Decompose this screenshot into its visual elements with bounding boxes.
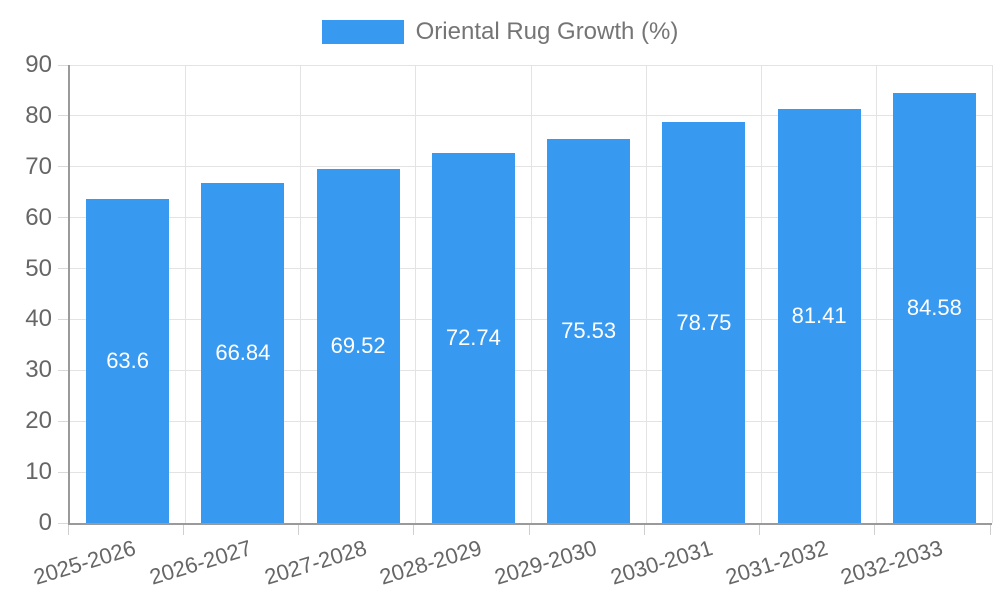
legend-item[interactable]: Oriental Rug Growth (%) [321,18,679,46]
bar-value-label: 69.52 [330,333,386,359]
x-tick-label: 2032-2033 [837,535,946,590]
bar-value-label: 72.74 [445,324,501,350]
x-grid-line [184,65,186,523]
y-tick-mark [58,522,68,524]
bar[interactable]: 84.58 [892,92,976,523]
x-tick-label: 2027-2028 [261,535,370,590]
y-tick-label: 80 [25,101,52,129]
x-tick-mark [528,525,530,535]
x-grid-line [876,65,878,523]
x-grid-line [761,65,762,523]
chart-legend: Oriental Rug Growth (%) [0,18,1000,46]
x-tick-mark [989,525,991,535]
legend-swatch-icon [321,20,404,44]
legend-label: Oriental Rug Growth (%) [415,18,679,45]
x-tick-mark [643,525,645,535]
x-tick-label: 2028-2029 [376,535,485,590]
x-tick-mark [67,525,69,535]
bar-value-label: 84.58 [906,294,962,320]
x-grid-line [991,65,993,523]
x-tick-label: 2031-2032 [722,535,831,590]
y-tick-label: 30 [25,356,52,384]
y-tick-mark [58,166,68,168]
bar[interactable]: 75.53 [547,138,631,523]
y-tick-mark [58,268,68,270]
y-tick-label: 50 [25,254,52,282]
plot-area: 63.6 66.84 69.52 72.74 75.53 78.75 81.41 84.58 [68,64,993,525]
y-tick-mark [58,115,68,117]
x-grid-line [530,65,532,523]
y-tick-label: 10 [25,458,52,486]
x-grid-line [645,65,647,523]
bar-value-label: 78.75 [676,309,732,335]
bar[interactable]: 69.52 [316,169,400,523]
x-tick-label: 2026-2027 [146,535,255,590]
x-grid-line [415,65,417,523]
bar[interactable]: 63.6 [86,199,170,523]
x-tick-mark [298,525,299,535]
y-tick-label: 0 [38,509,52,536]
y-tick-label: 40 [25,305,52,333]
y-tick-label: 70 [25,152,52,180]
y-tick-mark [58,318,68,320]
y-tick-mark [58,420,68,422]
y-tick-mark [58,471,68,473]
x-tick-label: 2029-2030 [492,535,600,590]
y-tick-mark [58,369,68,371]
x-grid-line [300,65,301,523]
bar[interactable]: 81.41 [777,108,861,523]
x-tick-mark [182,525,184,535]
bar-value-label: 66.84 [215,339,271,365]
x-tick-label: 2025-2026 [31,535,139,590]
x-tick-mark [413,525,415,535]
x-tick-mark [759,525,760,535]
bar-value-label: 75.53 [561,317,617,343]
x-tick-mark [874,525,876,535]
bar[interactable]: 72.74 [431,152,515,523]
bar-value-label: 63.6 [106,348,150,374]
x-tick-label: 2030-2031 [607,535,716,590]
y-tick-label: 90 [25,51,52,78]
y-tick-mark [58,217,68,219]
bar-value-label: 81.41 [791,302,847,328]
y-tick-mark [58,64,68,66]
y-tick-label: 60 [25,203,52,231]
bar[interactable]: 66.84 [201,182,285,523]
y-tick-label: 20 [25,407,52,435]
bar[interactable]: 78.75 [662,122,746,523]
